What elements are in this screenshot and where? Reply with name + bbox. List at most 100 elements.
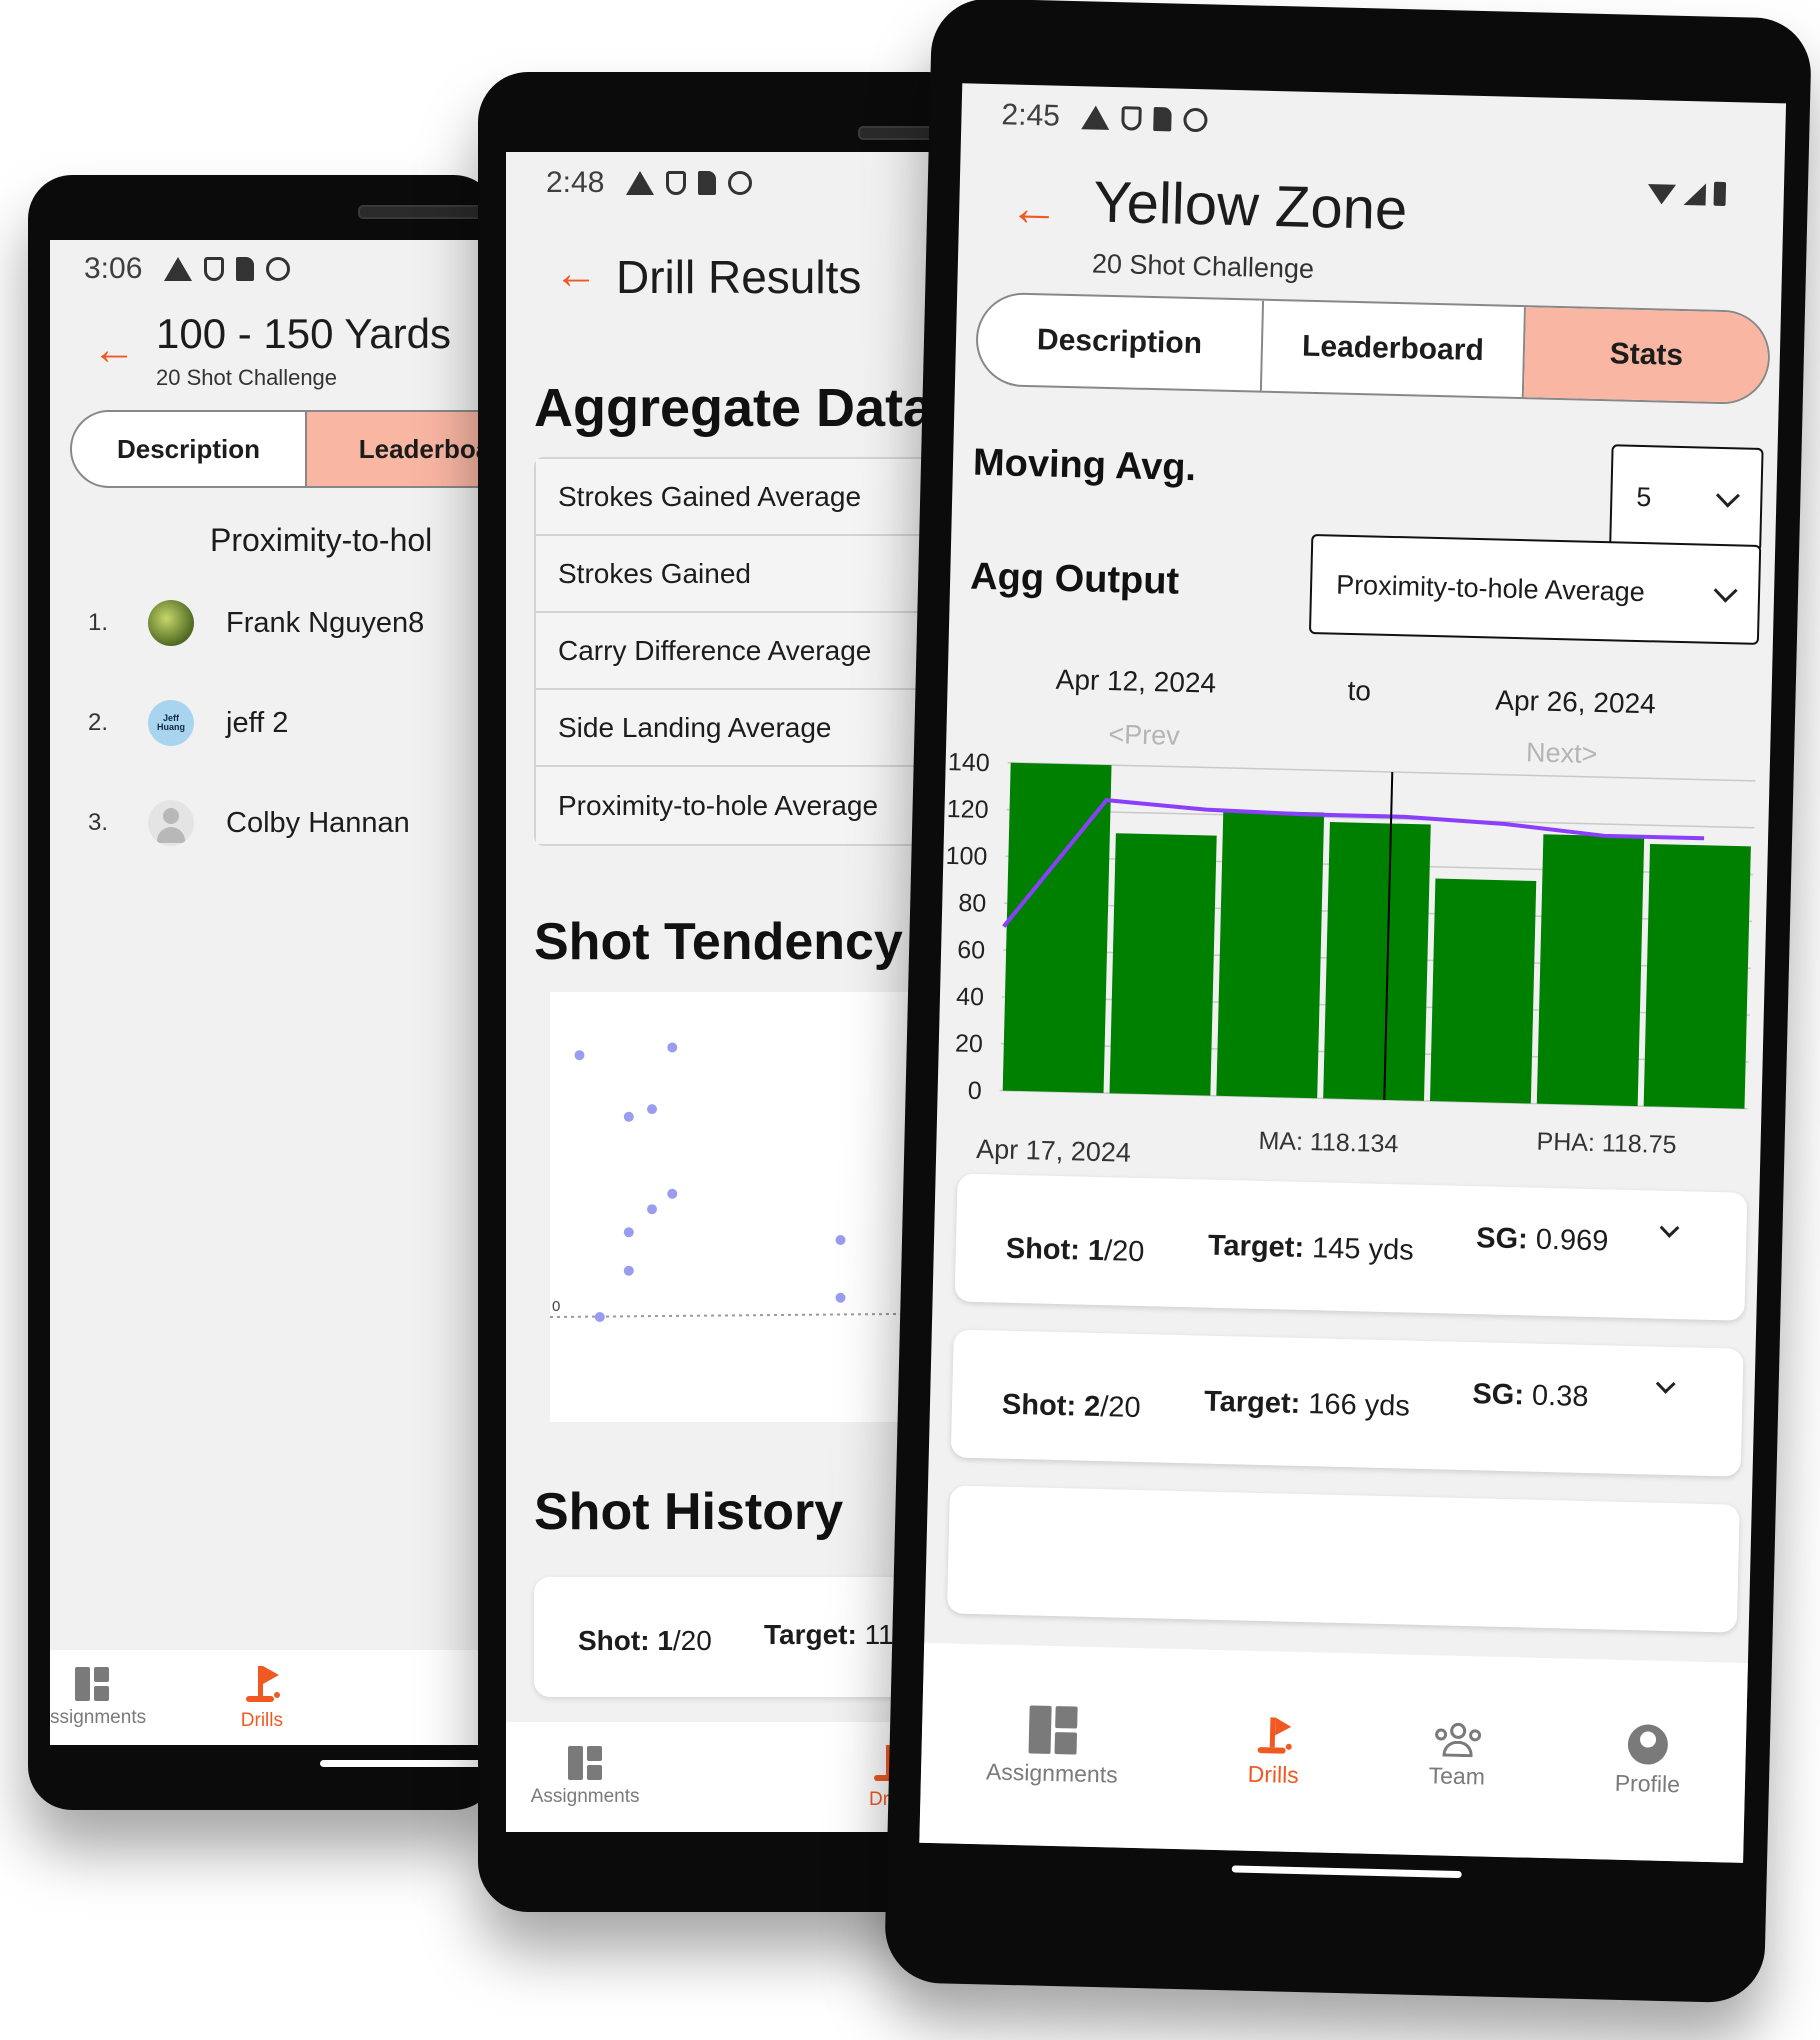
target-label: Target:: [764, 1619, 857, 1650]
leaderboard-row[interactable]: 3. Colby Hannan: [88, 800, 410, 846]
nav-drills[interactable]: Drills: [241, 1664, 283, 1732]
nav-drills[interactable]: Drills: [1247, 1714, 1300, 1788]
sg-value: 0.969: [1535, 1223, 1609, 1258]
speaker-grille: [358, 205, 482, 219]
nav-team[interactable]: Team: [1428, 1722, 1486, 1790]
avatar: [148, 800, 194, 846]
moving-avg-label: Moving Avg.: [972, 441, 1197, 490]
expand-chevron-icon[interactable]: [1659, 1218, 1680, 1238]
nav-assignments[interactable]: Assignments: [986, 1704, 1120, 1788]
back-arrow-icon[interactable]: ←: [554, 249, 598, 298]
sd-card-icon: [236, 257, 255, 281]
y-tick-label: 120: [946, 795, 988, 824]
rank: 3.: [88, 809, 109, 836]
nav-assignments[interactable]: Assignments: [50, 1666, 147, 1729]
nav-profile[interactable]: Profile: [1614, 1723, 1681, 1798]
bar: [1109, 833, 1217, 1096]
bar: [1216, 810, 1325, 1099]
moving-average-line: [1002, 798, 1705, 928]
golf-flag-icon: [244, 1664, 280, 1704]
moving-avg-select[interactable]: 5: [1609, 444, 1764, 552]
assignments-icon: [568, 1746, 603, 1780]
y-tick-label: 20: [955, 1030, 983, 1059]
page-title: Drill Results: [616, 251, 862, 303]
nav-label: Drills: [1247, 1760, 1300, 1788]
phone3-screen: 2:45 ← Yellow Zone 20 Shot Challenge Des…: [919, 83, 1787, 1863]
nav-label: Profile: [1614, 1769, 1681, 1797]
avatar: Jeff Huang: [148, 700, 194, 746]
expand-chevron-icon[interactable]: [1655, 1373, 1676, 1394]
shot-card[interactable]: Shot: 2/20 Target: 166 yds SG: 0.38: [950, 1329, 1744, 1477]
alert-icon: [1081, 105, 1111, 130]
shot-number: 1: [657, 1625, 673, 1656]
moving-average-value: MA: 118.134: [1258, 1126, 1399, 1159]
target-label: Target:: [1207, 1229, 1305, 1264]
team-icon: [1434, 1722, 1481, 1757]
shot-total: /20: [672, 1625, 712, 1656]
face-icon: [1183, 107, 1209, 133]
nav-label: Assignments: [50, 1706, 147, 1728]
golf-flag-icon: [1256, 1714, 1293, 1755]
gridline: [1007, 761, 1756, 782]
selected-date: Apr 17, 2024: [975, 1133, 1132, 1168]
scatter-point: [647, 1104, 657, 1115]
bar: [1323, 822, 1431, 1101]
scatter-point: [667, 1188, 678, 1199]
phone-leaderboard: 3:06 ← 100 - 150 Yards 20 Shot Challenge…: [28, 175, 510, 1810]
face-icon: [728, 171, 753, 195]
tab-stats[interactable]: Stats: [1523, 307, 1769, 404]
y-tick-label: 40: [956, 983, 984, 1012]
status-bar: 3:06: [84, 252, 291, 286]
tab-leaderboard[interactable]: Leaderboa: [307, 412, 505, 486]
tab-description[interactable]: Description: [72, 412, 307, 486]
tab-leaderboard[interactable]: Leaderboard: [1261, 300, 1526, 398]
prev-button[interactable]: <Prev: [1108, 719, 1181, 751]
sg-value: 0.38: [1531, 1379, 1589, 1413]
date-range-start: Apr 12, 2024: [1055, 663, 1217, 699]
shield-icon: [1121, 106, 1143, 131]
target-value: 145 yds: [1311, 1232, 1415, 1267]
back-arrow-icon[interactable]: ←: [1008, 179, 1060, 237]
scatter-point: [623, 1227, 634, 1238]
y-tick-label: 60: [957, 936, 985, 965]
system-icons: [1647, 180, 1727, 206]
chevron-down-icon: [1713, 578, 1738, 603]
bar: [1002, 762, 1112, 1094]
signal-icon: [1683, 182, 1707, 206]
scatter-point: [835, 1292, 846, 1303]
sd-card-icon: [698, 171, 717, 195]
stats-chart: 0 20 40 60 80 100 120 140: [937, 748, 1770, 1131]
status-bar: 2:48: [546, 166, 753, 200]
phone-stats: 2:45 ← Yellow Zone 20 Shot Challenge Des…: [883, 0, 1813, 2004]
page-subtitle: 20 Shot Challenge: [156, 365, 338, 390]
bar-chart: 0 20 40 60 80 100 120 140: [945, 748, 1756, 1110]
leaderboard-row[interactable]: 1. Frank Nguyen8: [88, 600, 424, 646]
agg-output-label: Agg Output: [969, 555, 1180, 603]
y-tick-label: 0: [967, 1077, 982, 1105]
shot-card[interactable]: Shot: 1/20 Target: 145 yds SG: 0.969: [954, 1173, 1748, 1321]
moving-avg-value: 5: [1636, 481, 1652, 512]
leaderboard-title: Proximity-to-hol: [210, 522, 433, 558]
shot-total: /20: [1103, 1235, 1145, 1269]
bottom-nav: Assignments Drills: [50, 1650, 505, 1745]
tab-description[interactable]: Description: [976, 293, 1265, 391]
rank: 1.: [88, 609, 109, 636]
player-name: Colby Hannan: [226, 806, 410, 839]
rank: 2.: [88, 709, 109, 736]
shield-icon: [204, 257, 225, 281]
page-title: 100 - 150 Yards: [156, 310, 451, 357]
profile-icon: [1627, 1723, 1669, 1765]
cursor-line: [1383, 771, 1394, 1100]
leaderboard-row[interactable]: 2. Jeff Huang jeff 2: [88, 700, 288, 746]
shot-total: /20: [1099, 1391, 1141, 1425]
page-title: Yellow Zone: [1092, 169, 1408, 243]
agg-output-select[interactable]: Proximity-to-hole Average: [1308, 533, 1762, 645]
back-arrow-icon[interactable]: ←: [92, 325, 136, 374]
scatter-point: [835, 1235, 846, 1245]
target-value: 166 yds: [1307, 1388, 1411, 1423]
scatter-point: [594, 1312, 605, 1322]
nav-assignments[interactable]: Assignments: [531, 1746, 640, 1808]
y-tick-label: 100: [945, 842, 987, 871]
shot-label: Shot:: [1005, 1232, 1081, 1267]
shot-card-partial[interactable]: [946, 1485, 1740, 1633]
